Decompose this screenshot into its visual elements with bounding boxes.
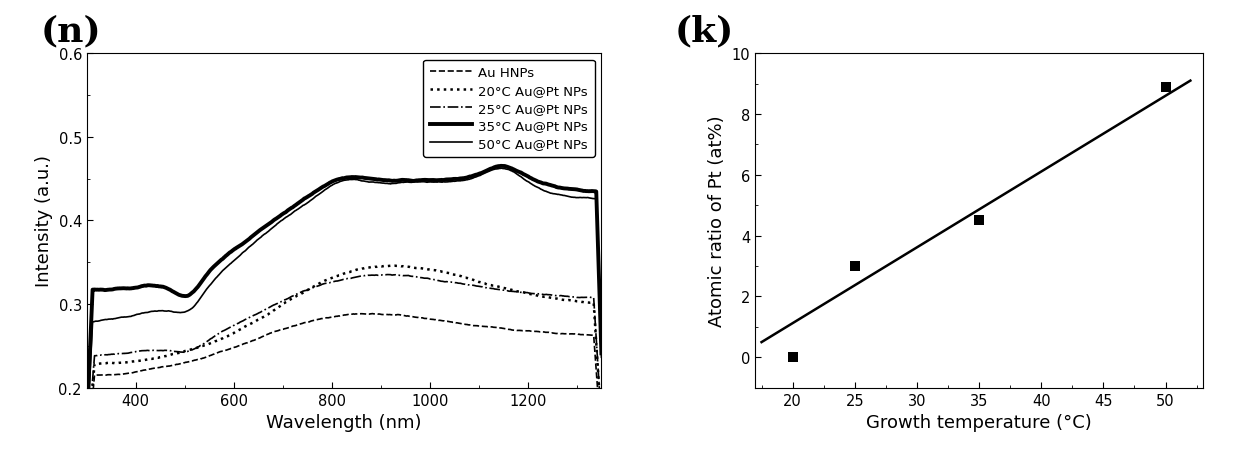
20°C Au@Pt NPs [378,263,393,269]
50°C Au@Pt NPs [79,436,94,441]
20°C Au@Pt NPs [110,360,125,366]
Y-axis label: Intensity (a.u.): Intensity (a.u.) [35,155,53,287]
Point [970,217,990,225]
50°C Au@Pt NPs [523,181,538,187]
20°C Au@Pt NPs [523,292,538,297]
Au HNPs [523,329,538,334]
35°C Au@Pt NPs [392,178,407,184]
Text: (n): (n) [41,14,102,48]
Legend: Au HNPs, 20°C Au@Pt NPs, 25°C Au@Pt NPs, 35°C Au@Pt NPs, 50°C Au@Pt NPs: Au HNPs, 20°C Au@Pt NPs, 25°C Au@Pt NPs,… [423,61,595,157]
20°C Au@Pt NPs [392,264,407,269]
35°C Au@Pt NPs [407,179,422,184]
50°C Au@Pt NPs [594,355,609,360]
35°C Au@Pt NPs [110,286,125,291]
Point [844,263,864,270]
20°C Au@Pt NPs [408,266,423,271]
Line: 35°C Au@Pt NPs: 35°C Au@Pt NPs [87,166,601,423]
Au HNPs [392,313,407,318]
X-axis label: Growth temperature (°C): Growth temperature (°C) [867,413,1092,431]
50°C Au@Pt NPs [494,166,508,171]
Point [1156,84,1176,91]
35°C Au@Pt NPs [494,164,508,169]
50°C Au@Pt NPs [392,181,407,186]
35°C Au@Pt NPs [470,172,485,178]
Au HNPs [594,438,609,444]
35°C Au@Pt NPs [378,178,393,184]
Line: 50°C Au@Pt NPs: 50°C Au@Pt NPs [87,169,601,438]
Au HNPs [379,312,394,318]
Text: (k): (k) [675,14,734,48]
25°C Au@Pt NPs [110,351,125,357]
50°C Au@Pt NPs [378,181,393,187]
25°C Au@Pt NPs [392,273,407,278]
50°C Au@Pt NPs [110,315,125,321]
50°C Au@Pt NPs [407,180,422,185]
20°C Au@Pt NPs [470,279,485,285]
35°C Au@Pt NPs [79,420,94,425]
Au HNPs [110,372,125,377]
25°C Au@Pt NPs [523,291,538,296]
Line: 25°C Au@Pt NPs: 25°C Au@Pt NPs [87,275,601,451]
25°C Au@Pt NPs [594,419,609,424]
Point [782,354,802,361]
Au HNPs [408,315,423,320]
20°C Au@Pt NPs [594,421,609,427]
25°C Au@Pt NPs [470,284,485,289]
35°C Au@Pt NPs [594,351,609,356]
Au HNPs [366,311,381,317]
Line: Au HNPs: Au HNPs [87,314,601,451]
35°C Au@Pt NPs [523,176,538,181]
X-axis label: Wavelength (nm): Wavelength (nm) [267,413,422,431]
Au HNPs [470,323,485,329]
50°C Au@Pt NPs [470,175,485,180]
25°C Au@Pt NPs [79,449,94,451]
Y-axis label: Atomic ratio of Pt (at%): Atomic ratio of Pt (at%) [708,115,727,327]
25°C Au@Pt NPs [382,272,397,278]
20°C Au@Pt NPs [384,263,399,269]
25°C Au@Pt NPs [408,274,423,280]
25°C Au@Pt NPs [378,272,393,278]
Line: 20°C Au@Pt NPs: 20°C Au@Pt NPs [87,266,601,451]
